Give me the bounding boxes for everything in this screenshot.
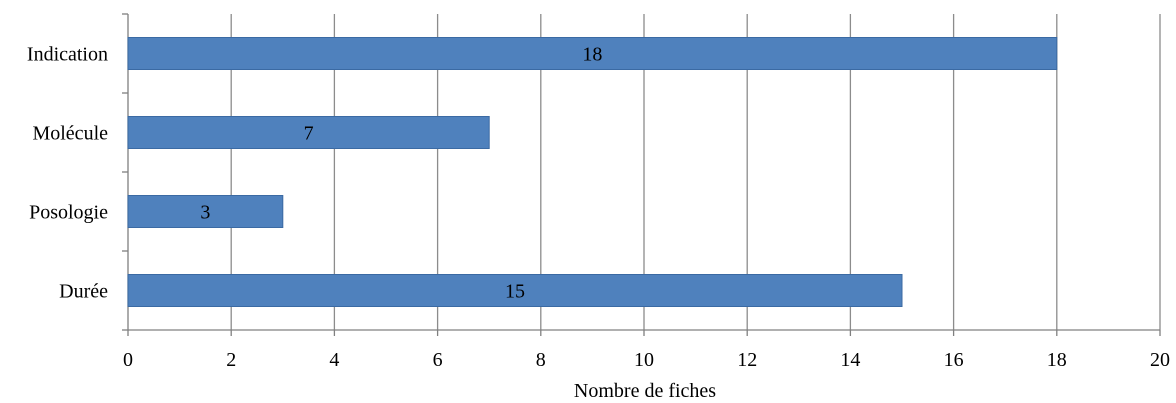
bar-molecule — [127, 116, 490, 149]
data-label-indication: 18 — [582, 44, 602, 66]
x-tick-label-6: 6 — [433, 349, 443, 371]
x-tick-label-10: 10 — [634, 349, 654, 371]
x-tick-label-18: 18 — [1047, 349, 1067, 371]
category-label-duree: Durée — [59, 281, 108, 303]
x-tick-label-0: 0 — [123, 349, 133, 371]
bar-indication — [127, 37, 1058, 70]
x-tick-label-20: 20 — [1150, 349, 1170, 371]
x-tick-label-2: 2 — [226, 349, 236, 371]
bars — [127, 37, 1058, 307]
data-label-posologie: 3 — [200, 202, 210, 224]
x-axis-title: Nombre de fiches — [574, 380, 716, 402]
data-label-duree: 15 — [505, 281, 525, 303]
bar-duree — [127, 274, 903, 307]
labels: 0 2 4 6 8 10 12 14 16 18 20 Indication 18 Molécule 7 Po… — [27, 44, 1170, 372]
x-tick-label-16: 16 — [944, 349, 964, 371]
data-label-molecule: 7 — [304, 123, 314, 145]
bar-posologie — [127, 195, 284, 228]
x-tick-label-14: 14 — [840, 349, 860, 371]
category-label-posologie: Posologie — [29, 202, 108, 224]
x-tick-label-12: 12 — [737, 349, 757, 371]
category-label-indication: Indication — [27, 44, 108, 66]
x-tick-label-8: 8 — [536, 349, 546, 371]
category-label-molecule: Molécule — [32, 123, 108, 145]
x-tick-label-4: 4 — [329, 349, 339, 371]
